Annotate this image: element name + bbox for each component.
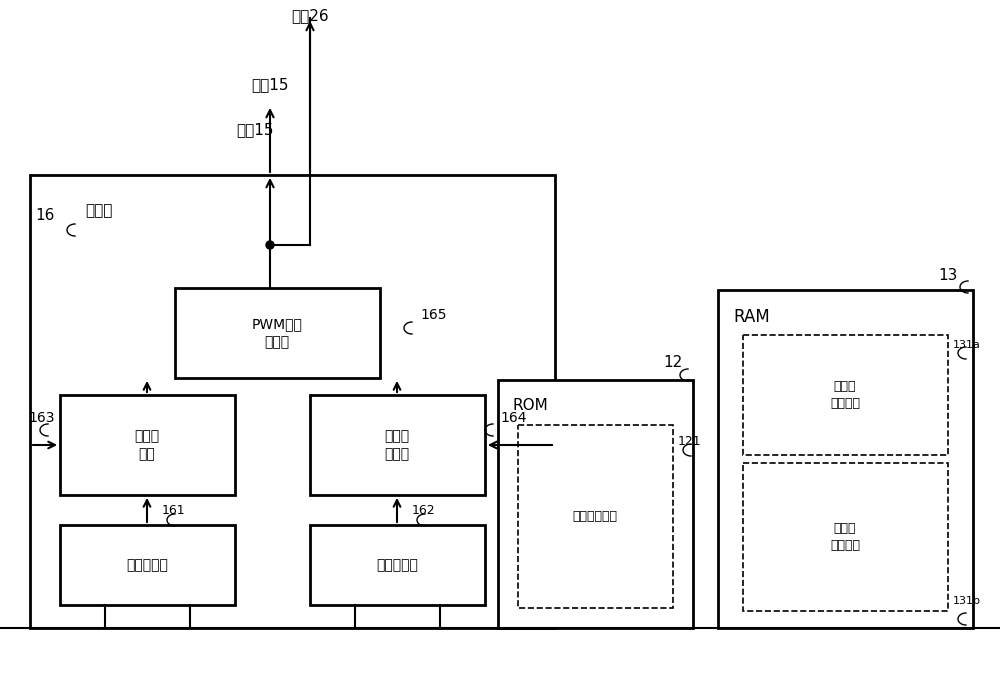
Bar [743,463,948,611]
Bar [498,380,693,628]
Text: 13: 13 [939,267,958,282]
Bar [60,395,235,495]
Text: 去往15: 去往15 [236,123,274,138]
Text: 121: 121 [678,435,702,448]
Text: 占空比
寄存器: 占空比 寄存器 [384,429,410,461]
Bar [310,395,485,495]
Text: 产生部: 产生部 [85,203,112,218]
Text: 寄存缓冲器: 寄存缓冲器 [376,558,418,572]
Text: 16: 16 [35,207,54,223]
Circle shape [266,241,274,249]
Text: 周期寄
存器: 周期寄 存器 [134,429,160,461]
Text: 162: 162 [412,504,436,517]
Bar [743,335,948,455]
Text: ROM: ROM [513,398,549,413]
Text: 设定值
存储区域: 设定值 存储区域 [830,380,860,410]
Text: 161: 161 [162,504,186,517]
Bar [175,288,380,378]
Text: 寄存缓冲器: 寄存缓冲器 [126,558,168,572]
Text: 131b: 131b [953,596,981,606]
Text: 131a: 131a [953,340,981,350]
Bar [718,290,973,628]
Bar [30,175,555,628]
Bar [310,525,485,605]
Text: 设定值存储表: 设定值存储表 [572,509,618,522]
Text: PWM信号
产生部: PWM信号 产生部 [252,317,302,349]
Text: 设定值
存储区域: 设定值 存储区域 [830,522,860,552]
Text: 164: 164 [500,411,526,425]
Bar [60,525,235,605]
Text: 去往15: 去往15 [251,77,289,92]
Bar [518,425,673,608]
Text: 去往26: 去往26 [291,8,329,23]
Text: 163: 163 [28,411,55,425]
Text: 12: 12 [664,355,683,369]
Text: 165: 165 [420,308,446,322]
Text: RAM: RAM [733,308,770,326]
